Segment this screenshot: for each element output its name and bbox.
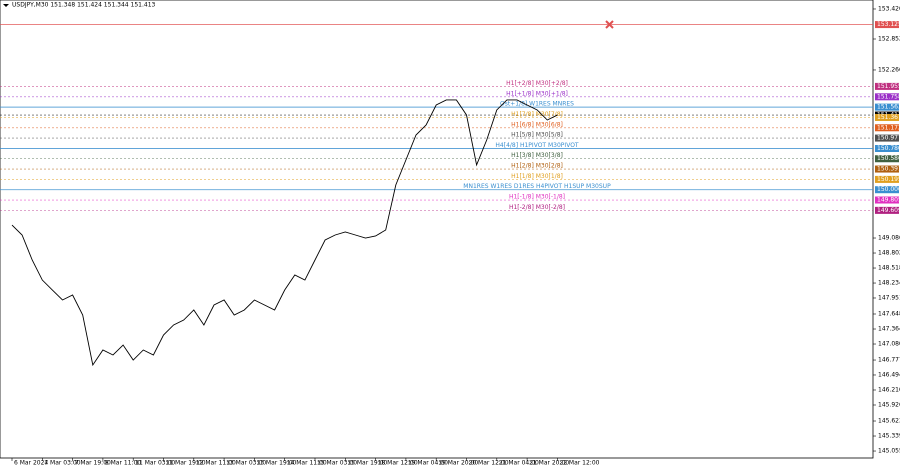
- y-tick-label: 145.623: [878, 418, 900, 425]
- level-price: 151.955: [877, 83, 900, 90]
- level-label: H1[6/8] M30[6/8]: [511, 121, 563, 128]
- x-tick-label: 20 Mar 12:00: [469, 460, 509, 467]
- x-tick-label: 7 Mar 03:00: [44, 460, 80, 467]
- y-tick-label: 147.951: [878, 294, 900, 301]
- level-label: H1[+1/8] M30[+1/8]: [506, 90, 568, 97]
- x-tick-label: 11 Mar 03:00: [135, 460, 175, 467]
- level-price: 151.563: [877, 104, 900, 111]
- menu-arrow: [3, 4, 9, 7]
- level-price-box: [875, 103, 899, 111]
- y-tick-label: 147.364: [878, 326, 900, 333]
- level-label: H1[5/8] M30[5/8]: [511, 132, 563, 139]
- level-price-box: [875, 93, 899, 101]
- level-label: H1[7/8] M30[7/8]: [511, 111, 563, 118]
- level-price-box: [875, 82, 899, 90]
- x-tick-label: 13 Mar 19:00: [256, 460, 296, 467]
- level-price-box: [875, 124, 899, 132]
- x-tick-label: 22 Mar 12:00: [559, 460, 599, 467]
- level-price: 150.586: [877, 155, 900, 162]
- level-price-box: [875, 113, 899, 121]
- level-label: H1[-1/8] M30[-1/8]: [509, 194, 565, 201]
- y-tick-label: 147.648: [878, 310, 900, 317]
- level-label: H1[-2/8] M30[-2/8]: [509, 204, 565, 211]
- x-tick-label: 7 Mar 19:00: [75, 460, 111, 467]
- price-line: [11, 99, 558, 367]
- y-tick-label: 147.080: [878, 341, 900, 348]
- level-price-box: [875, 165, 899, 173]
- x-tick-label: 19 Mar 20:00: [438, 460, 478, 467]
- level-label: Ost+1/8] W1RES MNRES: [500, 101, 574, 108]
- level-price: 149.805: [877, 197, 900, 204]
- level-label: H1[3/8] M30[3/8]: [511, 152, 563, 159]
- level-price-box: [875, 206, 899, 214]
- x-tick-label: 14 Mar 11:00: [287, 460, 327, 467]
- y-tick-label: 152.266: [878, 66, 900, 73]
- level-price: 151.172: [877, 124, 900, 131]
- x-tick-label: 21 Mar 04:00: [499, 460, 539, 467]
- level-price: 150.780: [877, 145, 900, 152]
- x-tick-label: 21 Mar 20:00: [529, 460, 569, 467]
- level-label: H1[1/8] M30[1/8]: [511, 173, 563, 180]
- y-tick-label: 148.234: [878, 280, 900, 287]
- level-label: H4[4/8] H1PIVOT M30PIVOT: [495, 142, 579, 149]
- plot-frame: [0, 0, 874, 459]
- y-tick-label: 149.086: [878, 235, 900, 242]
- x-tick-label: 13 Mar 03:00: [226, 460, 266, 467]
- level-price-box: [875, 186, 899, 194]
- level-price-box: [875, 155, 899, 163]
- y-tick-label: 146.494: [878, 371, 900, 378]
- y-tick-label: 145.926: [878, 401, 900, 408]
- x-tick-label: 19 Mar 04:00: [408, 460, 448, 467]
- y-tick-label: 152.852: [878, 35, 900, 42]
- x-tick-label: 12 Mar 11:00: [196, 460, 236, 467]
- x-tick-label: 15 Mar 03:00: [317, 460, 357, 467]
- level-label: H1[+2/8] M30[+2/8]: [506, 80, 568, 87]
- level-price-box: [875, 196, 899, 204]
- level-price-box: [875, 134, 899, 142]
- level-price: 150.977: [877, 135, 900, 142]
- level-price: 150.000: [877, 186, 900, 193]
- y-tick-label: 145.055: [878, 448, 900, 455]
- y-tick-label: 153.420: [878, 5, 900, 12]
- level-price-box: [875, 21, 899, 29]
- level-price-box: [875, 175, 899, 183]
- level-price: 150.391: [877, 166, 900, 173]
- y-tick-label: 148.802: [878, 250, 900, 257]
- y-tick-label: 146.210: [878, 386, 900, 393]
- x-tick-label: 11 Mar 19:00: [166, 460, 206, 467]
- level-price-box: [875, 144, 899, 152]
- y-tick-label: 145.339: [878, 433, 900, 440]
- x-tick-label: 6 Mar 2024: [14, 460, 48, 467]
- x-tick-label: 18 Mar 12:00: [378, 460, 418, 467]
- chart-title: USDJPY,M30 151.348 151.424 151.344 151.4…: [12, 2, 156, 9]
- level-price: 150.195: [877, 176, 900, 183]
- x-tick-label: 8 Mar 11:00: [105, 460, 141, 467]
- level-label: MN1RES W1RES D1RES H4PIVOT H1SUP M30SUP: [463, 183, 611, 190]
- level-price: 153.125: [877, 21, 900, 28]
- y-tick-label: 146.777: [878, 357, 900, 364]
- y-tick-label: 148.518: [878, 265, 900, 272]
- x-tick-label: 15 Mar 19:00: [347, 460, 387, 467]
- level-price: 151.758: [877, 93, 900, 100]
- level-price: 151.367: [877, 114, 900, 121]
- level-price: 149.609: [877, 207, 900, 214]
- level-label: H1[2/8] M30[2/8]: [511, 163, 563, 170]
